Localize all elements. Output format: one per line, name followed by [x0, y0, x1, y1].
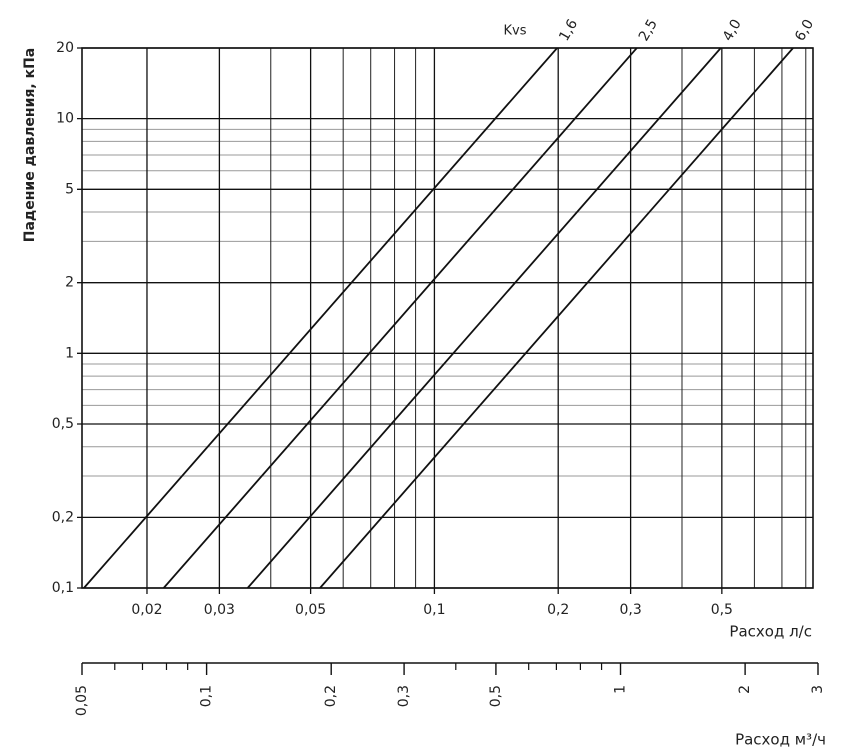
y-tick-label: 20: [56, 40, 74, 56]
series-label: 6,0: [792, 17, 817, 44]
x2-tick-label: 0,05: [74, 685, 90, 716]
x2-tick-label: 2: [737, 685, 753, 694]
x2-tick-label: 0,3: [396, 685, 412, 707]
x-tick-label: 0,02: [131, 602, 162, 618]
x-tick-label: 0,05: [295, 602, 326, 618]
y-tick-label: 0,2: [52, 509, 74, 525]
x2-axis-label: Расход м³/ч: [735, 731, 826, 749]
kvs-line: [246, 48, 722, 588]
x-tick-label: 0,3: [619, 602, 641, 618]
y-tick-label: 5: [65, 181, 74, 197]
kvs-line: [83, 48, 558, 588]
y-tick-label: 0,5: [52, 416, 74, 432]
y-tick-label: 2: [65, 275, 74, 291]
y-tick-label: 0,1: [52, 580, 74, 596]
legend-title: Kvs: [504, 24, 527, 39]
x2-tick-label: 1: [613, 685, 629, 694]
plot-frame: [81, 47, 814, 589]
x2-tick-label: 0,5: [488, 685, 504, 707]
x-tick-label: 0,2: [547, 602, 569, 618]
x-tick-label: 0,1: [423, 602, 445, 618]
y-tick-label: 1: [65, 345, 74, 361]
x-tick-label: 0,03: [204, 602, 235, 618]
kvs-line: [319, 48, 794, 588]
series-label: 1,6: [556, 17, 581, 44]
y-tick-label: 10: [56, 111, 74, 127]
x-tick-label: 0,5: [711, 602, 733, 618]
series-label: 2,5: [636, 17, 661, 44]
kvs-line: [162, 48, 638, 588]
series-label: 4,0: [720, 17, 745, 44]
y-axis-label: Падение давления, кПа: [22, 48, 38, 243]
x2-tick-label: 3: [810, 685, 826, 694]
x-axis-label: Расход л/с: [729, 623, 812, 641]
x2-tick-label: 0,2: [323, 685, 339, 707]
x2-tick-label: 0,1: [199, 685, 215, 707]
plot-area: [83, 48, 794, 588]
